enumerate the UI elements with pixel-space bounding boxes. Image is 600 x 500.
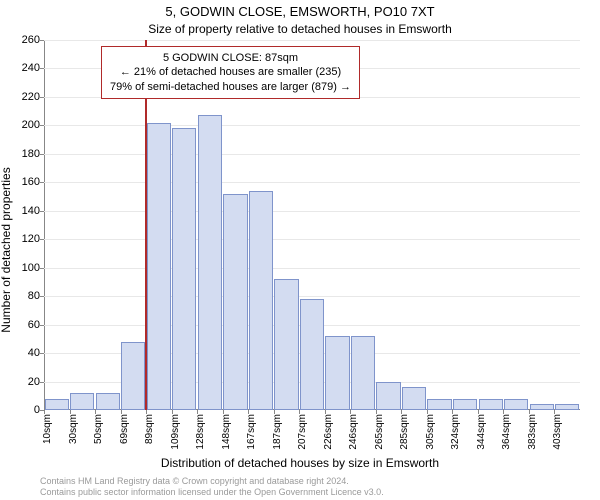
y-tick-label: 20	[28, 376, 44, 388]
tooltip-line-1: 5 GODWIN CLOSE: 87sqm	[110, 51, 351, 65]
histogram-bar	[121, 342, 145, 410]
y-tick-label: 120	[22, 233, 44, 245]
tooltip: 5 GODWIN CLOSE: 87sqm← 21% of detached h…	[101, 46, 360, 99]
x-tick-label: 128sqm	[195, 414, 206, 450]
y-tick-label: 180	[22, 148, 44, 160]
y-tick-label: 140	[22, 205, 44, 217]
histogram-bar	[479, 399, 503, 410]
y-tick-label: 80	[28, 290, 44, 302]
histogram-bar	[453, 399, 477, 410]
x-tick-label: 324sqm	[450, 414, 461, 450]
y-axis-label: Number of detached properties	[0, 167, 13, 332]
histogram-bar	[427, 399, 451, 410]
x-tick-label: 246sqm	[348, 414, 359, 450]
chart-area: 02040608010012014016018020022024026010sq…	[44, 40, 580, 410]
y-tick-label: 40	[28, 347, 44, 359]
y-tick-label: 260	[22, 34, 44, 46]
x-tick-label: 30sqm	[68, 414, 79, 444]
x-tick-label: 305sqm	[425, 414, 436, 450]
histogram-bar	[147, 123, 171, 410]
x-tick-label: 187sqm	[272, 414, 283, 450]
x-tick-label: 109sqm	[170, 414, 181, 450]
histogram-bar	[198, 115, 222, 410]
y-tick-label: 200	[22, 119, 44, 131]
histogram-bar	[555, 404, 579, 410]
credits: Contains HM Land Registry data © Crown c…	[40, 476, 384, 498]
x-tick-label: 403sqm	[552, 414, 563, 450]
histogram-bar	[504, 399, 528, 410]
credits-line-2: Contains public sector information licen…	[40, 487, 384, 498]
x-tick-label: 226sqm	[323, 414, 334, 450]
x-tick-label: 50sqm	[93, 414, 104, 444]
y-tick-label: 60	[28, 319, 44, 331]
x-axis-label: Distribution of detached houses by size …	[0, 456, 600, 470]
histogram-bar	[300, 299, 324, 410]
histogram-bar	[325, 336, 349, 410]
x-tick-label: 285sqm	[399, 414, 410, 450]
tooltip-line-2: ← 21% of detached houses are smaller (23…	[110, 65, 351, 79]
x-tick-label: 148sqm	[221, 414, 232, 450]
x-tick-label: 383sqm	[527, 414, 538, 450]
histogram-bar	[45, 399, 69, 410]
x-tick-label: 207sqm	[297, 414, 308, 450]
page-title: 5, GODWIN CLOSE, EMSWORTH, PO10 7XT	[0, 4, 600, 19]
histogram-bar	[376, 382, 400, 410]
x-tick-label: 89sqm	[144, 414, 155, 444]
y-tick-label: 160	[22, 176, 44, 188]
histogram-bar	[530, 404, 554, 410]
y-tick-label: 100	[22, 262, 44, 274]
x-tick-label: 69sqm	[119, 414, 130, 444]
histogram-bar	[402, 387, 426, 410]
x-tick-label: 10sqm	[42, 414, 53, 444]
histogram-bar	[274, 279, 298, 410]
x-tick-label: 364sqm	[501, 414, 512, 450]
histogram-bar	[96, 393, 120, 410]
tooltip-line-3: 79% of semi-detached houses are larger (…	[110, 80, 351, 94]
y-tick-label: 240	[22, 62, 44, 74]
histogram-bar	[223, 194, 247, 410]
x-tick-label: 265sqm	[374, 414, 385, 450]
histogram-bar	[172, 128, 196, 410]
y-tick-label: 220	[22, 91, 44, 103]
credits-line-1: Contains HM Land Registry data © Crown c…	[40, 476, 384, 487]
histogram-bar	[70, 393, 94, 410]
page-subtitle: Size of property relative to detached ho…	[0, 22, 600, 36]
x-tick-label: 167sqm	[246, 414, 257, 450]
histogram-bar	[351, 336, 375, 410]
histogram-bar	[249, 191, 273, 410]
x-tick-label: 344sqm	[476, 414, 487, 450]
